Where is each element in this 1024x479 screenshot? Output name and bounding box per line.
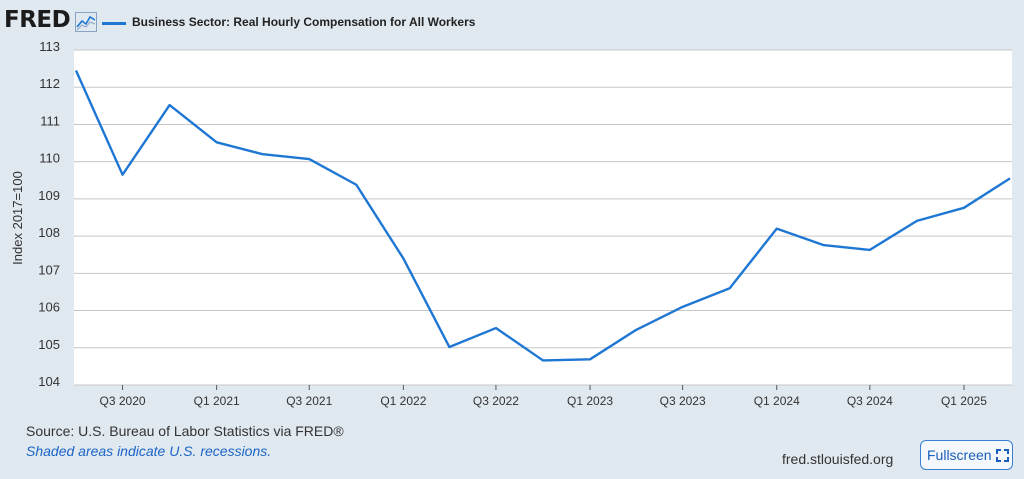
x-tick-label: Q3 2023 [660,394,706,408]
legend-label[interactable]: Business Sector: Real Hourly Compensatio… [132,15,476,29]
fullscreen-button[interactable]: Fullscreen [920,440,1013,470]
x-tick-label: Q1 2023 [567,394,613,408]
y-tick-label: 107 [38,262,60,277]
data-point[interactable] [73,67,79,73]
data-point[interactable] [727,285,733,291]
data-point[interactable] [587,356,593,362]
y-tick-label: 110 [39,151,60,166]
data-point[interactable] [306,156,312,162]
data-point[interactable] [400,255,406,261]
line-chart-icon [75,12,97,32]
source-note: Source: U.S. Bureau of Labor Statistics … [26,423,344,439]
data-point[interactable] [260,151,266,157]
y-tick-label: 106 [38,300,60,315]
x-tick-label: Q3 2024 [847,394,893,408]
data-point[interactable] [633,327,639,333]
plot-area [74,50,1012,385]
series-line[interactable] [74,69,1011,362]
data-point[interactable] [1007,175,1013,181]
y-tick-label: 109 [38,188,60,203]
data-point[interactable] [914,218,920,224]
chart-header: FRED Business Sector: Real Hourly Compen… [0,0,1024,44]
data-point[interactable] [961,205,967,211]
y-tick-label: 108 [38,225,60,240]
data-point[interactable] [680,304,686,310]
recession-note: Shaded areas indicate U.S. recessions. [26,443,272,459]
y-tick-label: 112 [39,76,60,91]
data-point[interactable] [167,102,173,108]
fullscreen-label: Fullscreen [927,447,992,463]
x-tick-label: Q3 2022 [473,394,519,408]
x-tick-label: Q1 2025 [941,394,987,408]
legend-swatch [102,22,126,25]
x-tick-label: Q1 2022 [380,394,426,408]
data-point[interactable] [446,344,452,350]
y-tick-label: 105 [38,337,60,352]
y-tick-label: 111 [40,113,60,128]
y-tick-label: 113 [39,39,60,54]
x-tick-label: Q3 2021 [286,394,332,408]
data-point[interactable] [353,182,359,188]
data-point[interactable] [214,139,220,145]
site-link[interactable]: fred.stlouisfed.org [782,451,894,467]
data-point[interactable] [867,247,873,253]
data-point[interactable] [540,357,546,363]
data-point[interactable] [774,226,780,232]
line-chart: 104 105 106 107 108 109 110 111 112 113 Q3 2020 Q1… [10,39,1013,408]
x-tick-label: Q1 2021 [194,394,240,408]
data-point[interactable] [493,325,499,331]
x-tick-label: Q1 2024 [754,394,800,408]
y-axis-label: Index 2017=100 [10,171,25,265]
data-point[interactable] [120,172,126,178]
fred-logo[interactable]: FRED [4,7,71,33]
fullscreen-icon [995,448,1009,462]
y-tick-label: 104 [38,374,60,389]
x-tick-label: Q3 2020 [100,394,146,408]
data-point[interactable] [820,242,826,248]
